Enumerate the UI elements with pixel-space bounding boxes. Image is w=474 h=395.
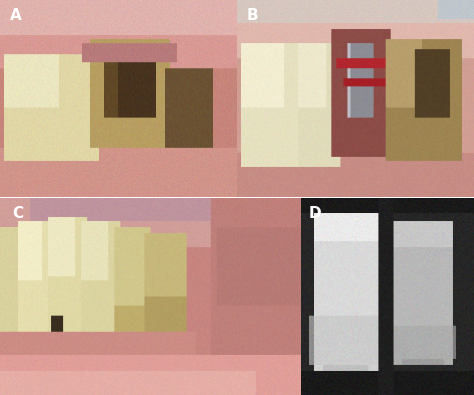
- Text: C: C: [12, 206, 23, 221]
- Text: B: B: [247, 8, 258, 23]
- Text: A: A: [9, 8, 21, 23]
- Text: D: D: [309, 206, 321, 221]
